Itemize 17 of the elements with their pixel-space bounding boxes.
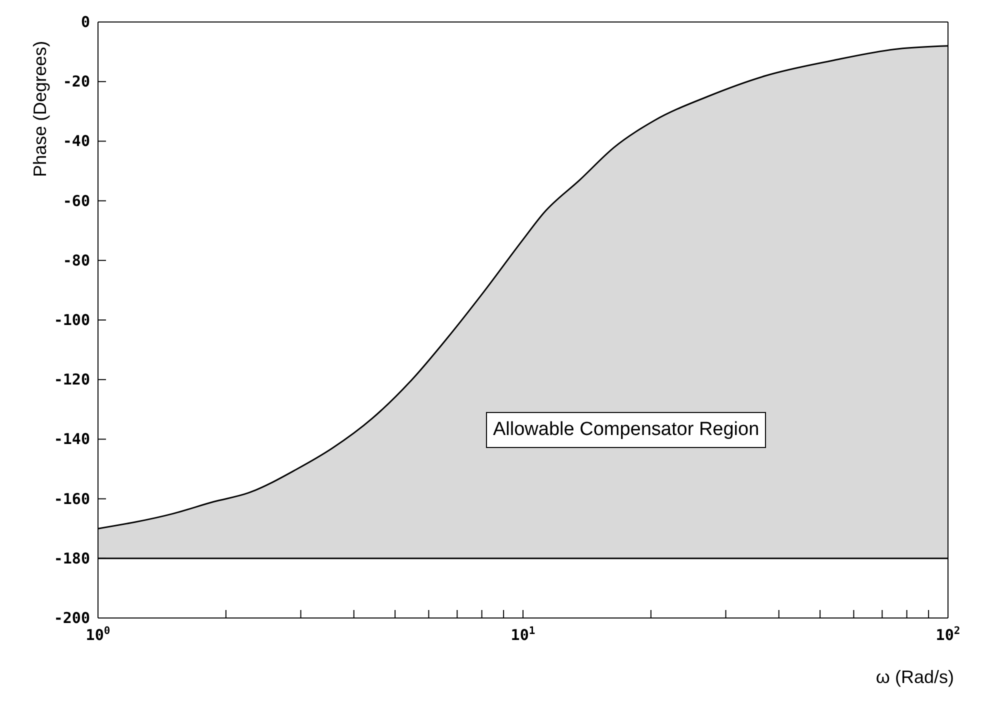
y-tick-label: -180 xyxy=(54,549,90,568)
y-tick-label: -100 xyxy=(54,311,90,329)
y-axis-title: Phase (Degrees) xyxy=(30,40,50,177)
y-tick-label: -80 xyxy=(62,251,90,270)
y-tick-label: -120 xyxy=(54,370,90,389)
x-tick-label: 10$^{1}$ xyxy=(510,625,536,644)
y-tick-label: 0 xyxy=(80,13,90,31)
x-axis-title: ω (Rad/s) xyxy=(876,667,954,688)
x-tick-label: 10$^{2}$ xyxy=(936,625,960,644)
y-tick-label: -140 xyxy=(54,430,90,448)
y-tick-label: -200 xyxy=(54,609,90,627)
y-tick-label: -60 xyxy=(62,192,90,210)
y-tick-label: -20 xyxy=(62,72,90,91)
y-tick-label: -160 xyxy=(54,490,90,508)
annotation: Allowable Compensator Region xyxy=(486,412,766,448)
x-tick-label: 10$^{0}$ xyxy=(86,625,110,644)
y-tick-label: -40 xyxy=(62,132,90,150)
